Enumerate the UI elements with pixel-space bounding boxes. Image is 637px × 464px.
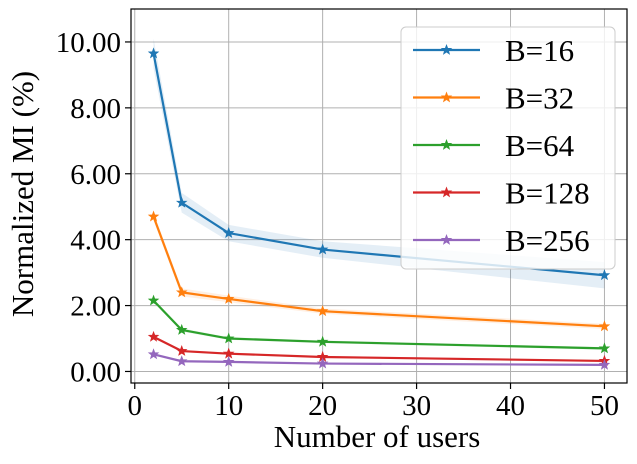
data-point <box>316 305 329 317</box>
legend-star-icon <box>440 43 453 55</box>
legend-item-b-32: B=32 <box>413 81 574 116</box>
plot-frame <box>130 8 628 384</box>
series-b-256 <box>147 348 611 370</box>
legend-star-icon <box>440 91 453 103</box>
data-point <box>175 344 188 356</box>
data-point <box>316 335 329 347</box>
legend: B=16 B=32 B=64 B=128 B=256 <box>400 26 616 270</box>
data-point <box>147 210 160 222</box>
x-tick-label: 0 <box>128 390 143 422</box>
data-point <box>598 342 611 354</box>
plot-border <box>130 8 628 384</box>
y-tick-label: 8.00 <box>70 93 121 125</box>
data-point <box>175 355 188 367</box>
legend-item-b-16: B=16 <box>413 33 574 68</box>
legend-label: B=32 <box>505 81 574 116</box>
x-tick-label: 50 <box>590 390 619 422</box>
data-point <box>175 323 188 335</box>
data-point <box>316 243 329 255</box>
x-tick-label: 40 <box>496 390 525 422</box>
data-point <box>175 196 188 208</box>
series-b-32 <box>147 210 611 332</box>
legend-label: B=16 <box>505 33 574 68</box>
data-point <box>147 330 160 342</box>
legend-label: B=128 <box>505 176 590 211</box>
axis-ticks: 0 10 20 30 40 50 0.00 2.00 4.00 6.00 8.00 10.00 <box>56 27 619 422</box>
y-tick-label: 0.00 <box>70 356 121 388</box>
legend-star-icon <box>440 233 453 245</box>
y-tick-label: 10.00 <box>56 27 121 59</box>
legend-item-b-64: B=64 <box>413 128 575 163</box>
data-point <box>222 355 235 367</box>
data-point <box>598 269 611 281</box>
legend-item-b-256: B=256 <box>413 223 590 258</box>
legend-star-icon <box>440 186 453 198</box>
legend-star-icon <box>440 138 453 150</box>
y-axis-title: Normalized MI (%) <box>5 71 40 317</box>
legend-item-b-128: B=128 <box>413 176 590 211</box>
data-point <box>222 292 235 304</box>
data-point <box>147 294 160 306</box>
data-point <box>598 320 611 332</box>
legend-label: B=64 <box>505 128 575 163</box>
data-point <box>598 358 611 370</box>
y-tick-label: 6.00 <box>70 159 121 191</box>
legend-label: B=256 <box>505 223 590 258</box>
legend-box <box>400 26 616 270</box>
data-point <box>147 348 160 360</box>
y-tick-label: 2.00 <box>70 291 121 323</box>
data-point <box>175 286 188 298</box>
series-b-128 <box>147 330 611 366</box>
data-point <box>222 332 235 344</box>
x-tick-label: 30 <box>402 390 431 422</box>
data-point <box>222 227 235 238</box>
x-axis-title: Number of users <box>274 419 481 454</box>
y-tick-label: 4.00 <box>70 225 121 257</box>
data-point <box>147 47 160 59</box>
x-tick-label: 20 <box>308 390 337 422</box>
series-b-64 <box>147 294 611 354</box>
series-line-b-128 <box>153 335 605 363</box>
data-point <box>316 357 329 369</box>
x-tick-label: 10 <box>214 390 243 422</box>
